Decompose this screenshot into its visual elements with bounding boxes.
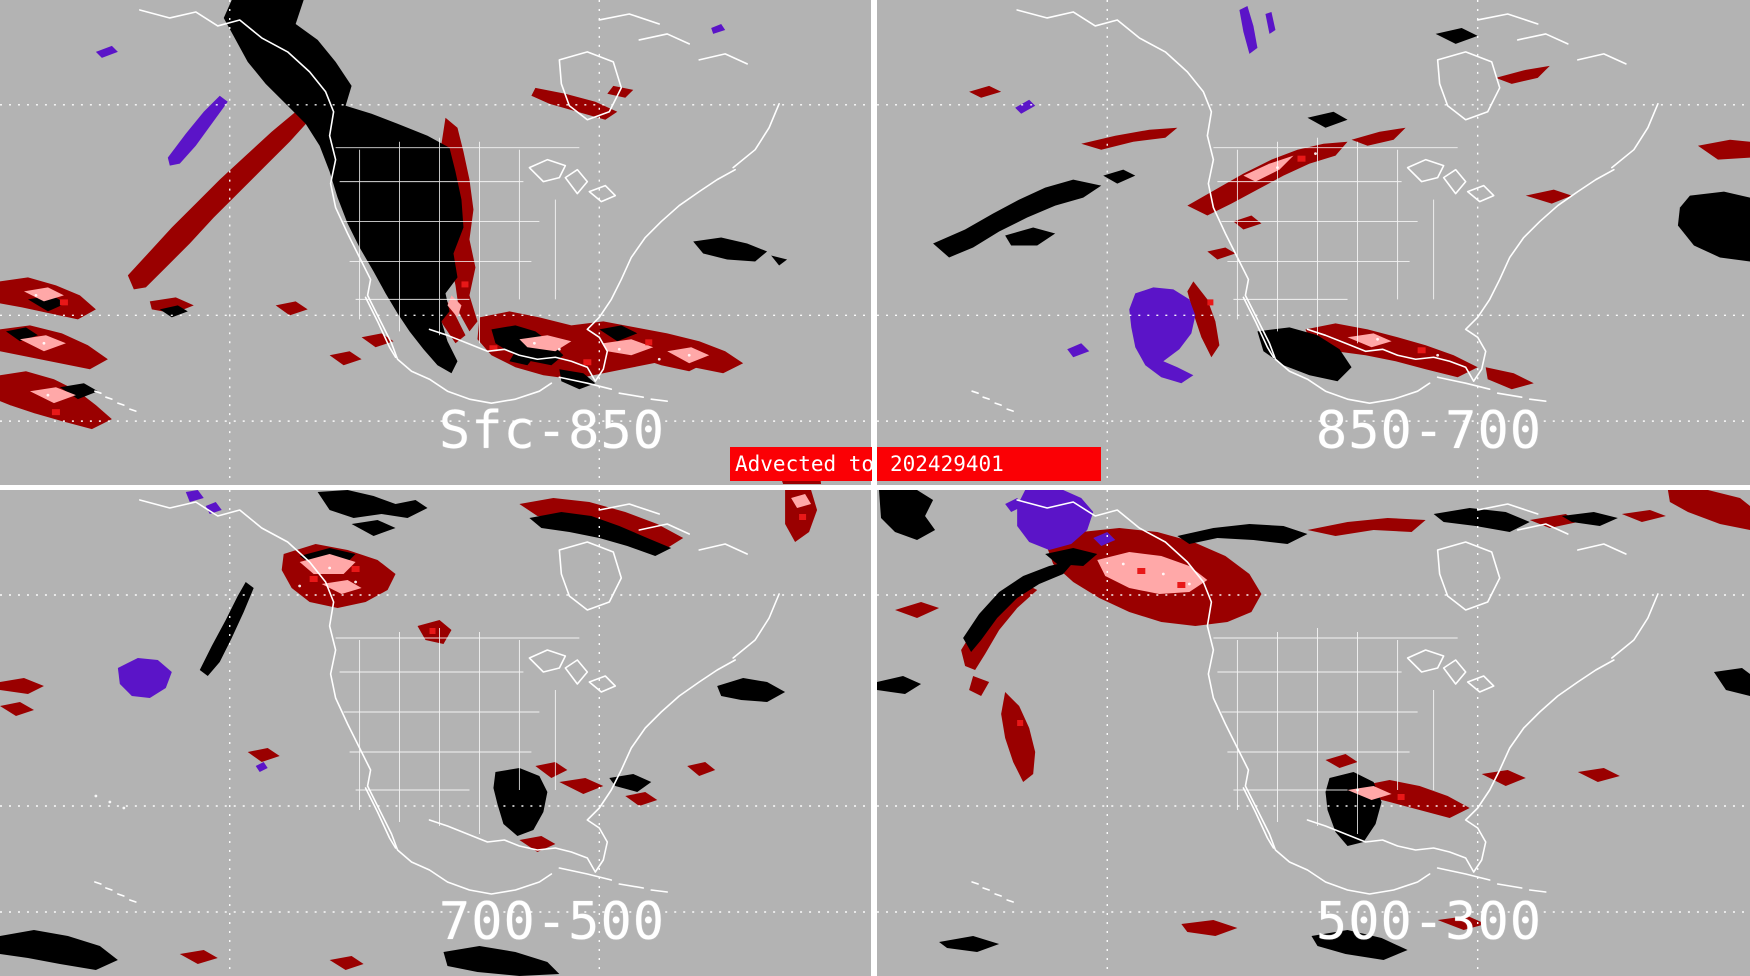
cloud-layer-bright-red xyxy=(51,281,653,416)
panel-label-700-500: 700-500 xyxy=(438,892,666,952)
panel-700-500: 700-500 xyxy=(0,490,871,976)
map-sfc-850 xyxy=(0,0,871,485)
speckle-dots xyxy=(34,293,691,397)
advected-banner-text: Advected to xyxy=(735,452,875,476)
cloud-layer-bright-red xyxy=(1017,568,1405,800)
cloud-layer-dark-red xyxy=(969,65,1750,390)
panel-500-300: 500-300 xyxy=(877,490,1750,976)
panel-label-500-300: 500-300 xyxy=(1315,892,1543,952)
cloud-layer-black xyxy=(877,490,1750,960)
map-background xyxy=(877,0,1750,485)
speckle-dots xyxy=(94,566,357,810)
cloud-layer-bright-red xyxy=(309,514,807,634)
advected-timestamp-text: 202429401 xyxy=(890,452,1004,476)
cloud-layer-dark-red xyxy=(895,490,1750,936)
cloud-layer-black xyxy=(933,27,1750,382)
cloud-layer-purple xyxy=(1015,5,1276,384)
map-500-300 xyxy=(877,490,1750,976)
advected-banner-timestamp: 202429401 xyxy=(877,447,1101,481)
map-850-700 xyxy=(877,0,1750,485)
cloud-layer-purple xyxy=(117,490,268,772)
panel-850-700: 850-700 xyxy=(877,0,1750,485)
advected-banner-label: Advected to xyxy=(730,447,875,481)
cloud-layer-pink xyxy=(1243,155,1392,348)
map-700-500 xyxy=(0,490,871,976)
cloud-layer-bright-red xyxy=(1207,155,1426,354)
map-background xyxy=(0,490,871,976)
panel-sfc-850: Sfc-850 xyxy=(0,0,871,485)
cloud-layer-pink xyxy=(299,494,812,594)
cloud-layer-black xyxy=(0,490,786,976)
cloud-layer-purple xyxy=(95,23,726,166)
panel-label-sfc-850: Sfc-850 xyxy=(438,401,666,461)
panel-label-850-700: 850-700 xyxy=(1315,401,1543,461)
